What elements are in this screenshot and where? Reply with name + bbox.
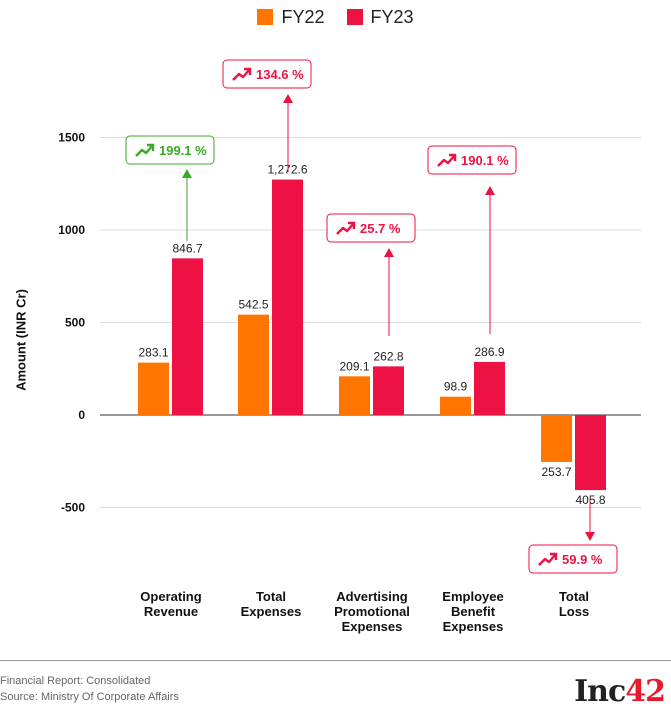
annotation-label: 199.1 % [159,143,207,158]
category-label: Expenses [241,604,302,619]
annotation-box [326,213,416,243]
bar-fy23 [172,258,203,415]
bar-fy23 [373,366,404,415]
annotation-label: 25.7 % [360,221,401,236]
footer-divider [0,660,671,661]
trending-up-icon [336,222,355,235]
trending-up-icon [538,553,557,566]
trending-up-icon [232,68,251,81]
category-label: Promotional [334,604,410,619]
category-label: Advertising [336,589,408,604]
trending-up-arrow-icon [449,153,457,161]
annotation-arrowhead [384,248,394,257]
data-label-fy22: 283.1 [138,346,168,360]
annotation-arrowhead [283,94,293,103]
bar-fy22 [238,314,269,415]
category-label: Loss [559,604,589,619]
y-tick-label: -500 [61,501,85,515]
y-tick-label: 0 [78,408,85,422]
annotation-label: 59.9 % [562,552,603,567]
bar-fy23 [272,179,303,415]
annotation-label: 190.1 % [461,153,509,168]
trending-up-icon [437,154,456,167]
annotation-label: 134.6 % [256,67,304,82]
data-label-fy22: 209.1 [339,359,369,373]
bar-fy23 [474,361,505,415]
data-label-fy23: 405.8 [575,493,605,507]
data-label-fy23: 846.7 [172,241,202,255]
annotation-box [528,544,618,574]
category-label: Benefit [451,604,496,619]
y-tick-label: 500 [65,316,85,330]
y-tick-label: 1500 [58,131,85,145]
category-label: Total [559,589,589,604]
trending-up-arrow-icon [147,143,155,151]
data-label-fy23: 286.9 [474,345,504,359]
inc42-logo: Inc42 [574,674,666,709]
trending-up-arrow-icon [244,67,252,75]
bar-fy22 [138,362,169,415]
data-label-fy22: 253.7 [541,465,571,479]
annotation-box [125,135,215,165]
annotation-box [427,145,517,175]
trending-up-arrow-icon [348,221,356,229]
annotation-arrowhead [182,169,192,178]
category-label: Total [256,589,286,604]
legend-item-fy23: FY23 [346,6,414,28]
trending-up-icon [135,144,154,157]
y-tick-label: 1000 [58,223,85,237]
category-label: Operating [140,589,201,604]
category-label: Expenses [443,619,504,634]
trending-up-arrow-icon [550,552,558,560]
annotation-arrowhead [585,532,595,541]
footer-source: Source: Ministry Of Corporate Affairs [0,691,179,703]
category-label: Expenses [342,619,403,634]
data-label-fy23: 262.8 [373,349,403,363]
bar-fy22 [541,415,572,462]
bar-fy22 [440,396,471,415]
legend-label-fy23: FY23 [370,6,414,27]
legend-swatch-fy22 [257,9,274,25]
legend-item-fy22: FY22 [257,6,325,28]
legend-swatch-fy23 [346,9,363,25]
annotation-box [222,59,312,89]
category-label: Revenue [144,604,198,619]
category-label: Employee [442,589,503,604]
annotation-arrowhead [485,186,495,195]
legend: FY22 FY23 [0,4,671,30]
logo-text: Inc [574,674,626,709]
data-label-fy22: 542.5 [238,298,268,312]
logo-accent: 42 [625,674,666,709]
data-label-fy22: 98.9 [444,380,468,394]
bar-fy22 [339,376,370,415]
footer-report-type: Financial Report: Consolidated [0,675,151,687]
bar-fy23 [575,415,606,491]
legend-label-fy22: FY22 [281,6,325,27]
